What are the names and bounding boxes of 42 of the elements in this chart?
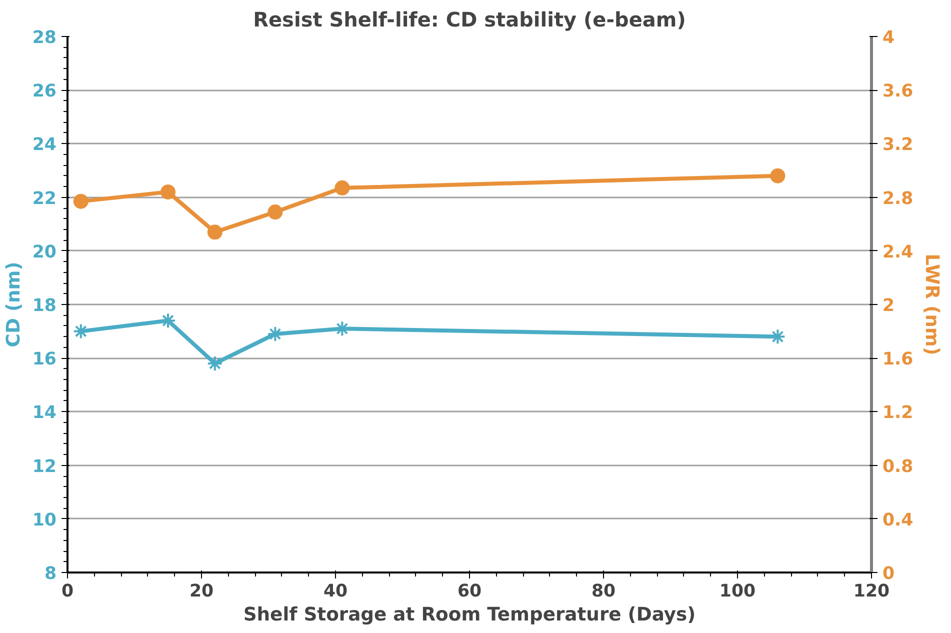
y-tick-label: 8 [44, 564, 57, 584]
y-tick-label: 20 [32, 242, 57, 262]
y-tick-label: 14 [32, 403, 57, 424]
y-tick-label: 24 [32, 135, 57, 156]
y-tick-label: 10 [32, 510, 57, 530]
y2-tick-label: 3.6 [882, 82, 914, 102]
y-tick-label: 22 [32, 188, 57, 209]
point [334, 180, 350, 196]
y2-tick-label: 1.2 [882, 403, 914, 424]
point [160, 184, 176, 200]
x-tick-label: 20 [189, 582, 214, 602]
y2-tick-label: 0.8 [882, 456, 914, 477]
y2-tick-label: 3.2 [882, 135, 914, 156]
y-tick-label: 16 [32, 350, 57, 370]
x-axis-title: Shelf Storage at Room Temperature (Days) [243, 604, 696, 626]
x-tick-label: 120 [853, 582, 890, 602]
point [770, 168, 786, 184]
y-tick-label: 18 [32, 296, 57, 316]
point [206, 355, 223, 372]
y-tick-label: 12 [32, 456, 57, 477]
chart-title: Resist Shelf-life: CD stability (e-beam) [253, 8, 686, 32]
y2-tick-label: 1.6 [882, 350, 914, 370]
x-tick-label: 0 [61, 582, 74, 602]
point [72, 323, 89, 340]
point [160, 312, 176, 329]
y-tick-label: 28 [32, 28, 57, 48]
y-axis-title: CD (nm) [3, 262, 24, 348]
y2-tick-label: 4 [882, 28, 895, 48]
y2-axis-title: LWR (nm) [921, 254, 942, 356]
x-tick-label: 80 [591, 582, 616, 602]
y-tick-label: 26 [32, 82, 57, 102]
x-tick-label: 60 [457, 582, 482, 602]
x-tick-label: 40 [323, 582, 348, 602]
y2-tick-label: 0.4 [882, 510, 914, 530]
y2-tick-label: 0 [882, 564, 895, 584]
point [73, 194, 88, 209]
x-tick-label: 100 [719, 582, 756, 602]
y2-tick-label: 2 [882, 296, 895, 316]
point [207, 224, 222, 240]
y2-tick-label: 2.4 [882, 242, 914, 262]
y2-tick-label: 2.8 [882, 188, 914, 209]
point [268, 204, 283, 220]
